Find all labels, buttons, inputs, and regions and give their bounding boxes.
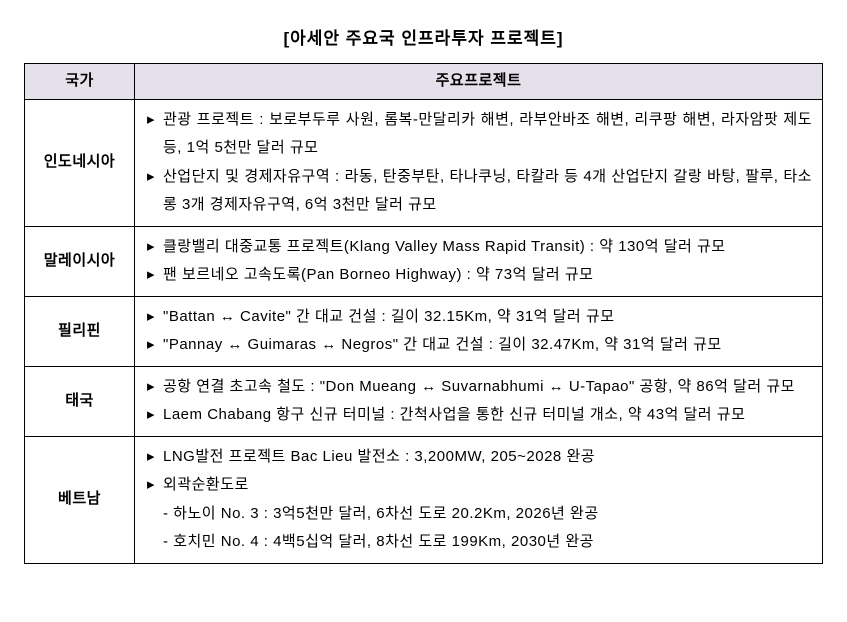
project-bullet-item: ▸ 팬 보르네오 고속도록(Pan Borneo Highway) : 약 73억… <box>147 261 812 290</box>
bullet-icon: ▸ <box>147 106 155 135</box>
project-bullet-item: ▸ 공항 연결 초고속 철도 : "Don Mueang ↔ Suvarnabhu… <box>147 373 812 402</box>
bullet-icon: ▸ <box>147 163 155 192</box>
bullet-icon: ▸ <box>147 401 155 430</box>
table-row: 베트남 ▸ LNG발전 프로젝트 Bac Lieu 발전소 : 3,200MW, 2… <box>25 436 823 563</box>
project-text: 공항 연결 초고속 철도 : "Don Mueang ↔ Suvarnabhum… <box>163 378 795 395</box>
page-title: [아세안 주요국 인프라투자 프로젝트] <box>24 24 823 49</box>
project-bullet-item: ▸ 외곽순환도로 <box>147 471 812 500</box>
project-bullet-item: ▸ "Pannay ↔ Guimaras ↔ Negros" 간 대교 건설 : … <box>147 331 812 360</box>
project-text: 관광 프로젝트 : 보로부두루 사원, 롬복-만달리카 해변, 라부안바조 해변… <box>163 111 812 157</box>
country-cell: 말레이시아 <box>25 226 135 296</box>
infra-projects-table: 국가 주요프로젝트 인도네시아 ▸ 관광 프로젝트 : 보로부두루 사원, 롬복-만… <box>24 63 823 564</box>
table-row: 태국 ▸ 공항 연결 초고속 철도 : "Don Mueang ↔ Suvarnab… <box>25 366 823 436</box>
project-text: 산업단지 및 경제자유구역 : 라동, 탄중부탄, 타나쿠닝, 타칼라 등 4개… <box>163 168 812 214</box>
project-cell: ▸ LNG발전 프로젝트 Bac Lieu 발전소 : 3,200MW, 205~… <box>135 436 823 563</box>
project-bullet-item: ▸ "Battan ↔ Cavite" 간 대교 건설 : 길이 32.15Km,… <box>147 303 812 332</box>
project-text: 외곽순환도로 <box>163 476 249 493</box>
country-cell: 인도네시아 <box>25 99 135 226</box>
project-sub-item: - 하노이 No. 3 : 3억5천만 달러, 6차선 도로 20.2Km, 2… <box>147 500 812 529</box>
header-country: 국가 <box>25 64 135 100</box>
project-text: LNG발전 프로젝트 Bac Lieu 발전소 : 3,200MW, 205~2… <box>163 448 595 465</box>
table-row: 인도네시아 ▸ 관광 프로젝트 : 보로부두루 사원, 롬복-만달리카 해변, 라부… <box>25 99 823 226</box>
country-cell: 필리핀 <box>25 296 135 366</box>
project-text: 클랑밸리 대중교통 프로젝트(Klang Valley Mass Rapid T… <box>163 238 726 255</box>
project-cell: ▸ 공항 연결 초고속 철도 : "Don Mueang ↔ Suvarnabhu… <box>135 366 823 436</box>
table-row: 필리핀 ▸ "Battan ↔ Cavite" 간 대교 건설 : 길이 32.15… <box>25 296 823 366</box>
bullet-icon: ▸ <box>147 471 155 500</box>
project-bullet-item: ▸ 클랑밸리 대중교통 프로젝트(Klang Valley Mass Rapid … <box>147 233 812 262</box>
project-text: 팬 보르네오 고속도록(Pan Borneo Highway) : 약 73억 … <box>163 266 593 283</box>
project-cell: ▸ 관광 프로젝트 : 보로부두루 사원, 롬복-만달리카 해변, 라부안바조 해… <box>135 99 823 226</box>
header-project: 주요프로젝트 <box>135 64 823 100</box>
project-bullet-item: ▸ 관광 프로젝트 : 보로부두루 사원, 롬복-만달리카 해변, 라부안바조 해… <box>147 106 812 163</box>
table-header-row: 국가 주요프로젝트 <box>25 64 823 100</box>
country-cell: 태국 <box>25 366 135 436</box>
project-cell: ▸ "Battan ↔ Cavite" 간 대교 건설 : 길이 32.15Km,… <box>135 296 823 366</box>
table-row: 말레이시아 ▸ 클랑밸리 대중교통 프로젝트(Klang Valley Mass R… <box>25 226 823 296</box>
bullet-icon: ▸ <box>147 233 155 262</box>
bullet-icon: ▸ <box>147 373 155 402</box>
bullet-icon: ▸ <box>147 331 155 360</box>
bullet-icon: ▸ <box>147 303 155 332</box>
bullet-icon: ▸ <box>147 261 155 290</box>
project-bullet-item: ▸ LNG발전 프로젝트 Bac Lieu 발전소 : 3,200MW, 205~… <box>147 443 812 472</box>
project-sub-item: - 호치민 No. 4 : 4백5십억 달러, 8차선 도로 199Km, 20… <box>147 528 812 557</box>
project-text: Laem Chabang 항구 신규 터미널 : 간척사업을 통한 신규 터미널… <box>163 406 745 423</box>
project-cell: ▸ 클랑밸리 대중교통 프로젝트(Klang Valley Mass Rapid … <box>135 226 823 296</box>
project-text: "Pannay ↔ Guimaras ↔ Negros" 간 대교 건설 : 길… <box>163 336 722 353</box>
project-text: "Battan ↔ Cavite" 간 대교 건설 : 길이 32.15Km, … <box>163 308 615 325</box>
bullet-icon: ▸ <box>147 443 155 472</box>
project-bullet-item: ▸ 산업단지 및 경제자유구역 : 라동, 탄중부탄, 타나쿠닝, 타칼라 등 4… <box>147 163 812 220</box>
country-cell: 베트남 <box>25 436 135 563</box>
project-bullet-item: ▸ Laem Chabang 항구 신규 터미널 : 간척사업을 통한 신규 터미… <box>147 401 812 430</box>
